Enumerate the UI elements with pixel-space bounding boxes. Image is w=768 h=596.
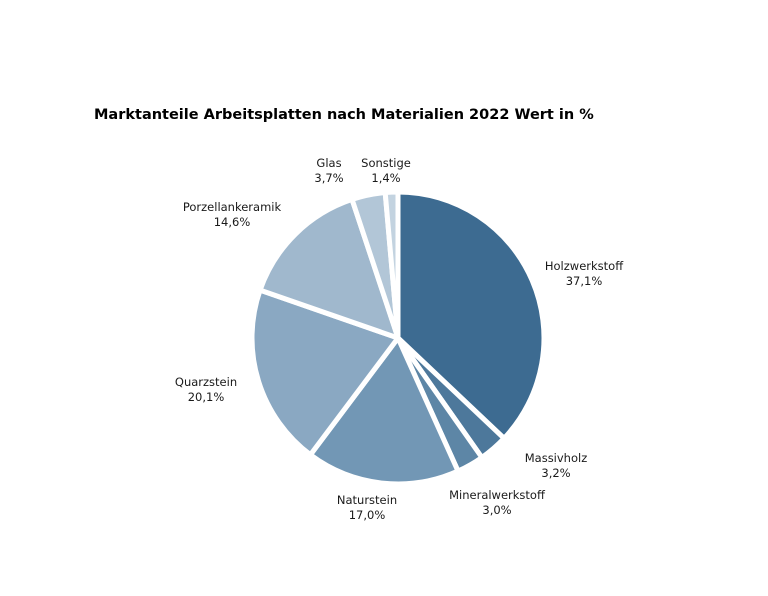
- slice-value-massivholz: 3,2%: [541, 466, 570, 480]
- slice-label-porzellankeramik: Porzellankeramik: [183, 200, 282, 214]
- slice-value-naturstein: 17,0%: [349, 508, 386, 522]
- pie-slice-sonstige: [382, 189, 401, 341]
- slice-value-mineralwerkstoff: 3,0%: [482, 503, 511, 517]
- slice-label-quarzstein: Quarzstein: [175, 375, 237, 389]
- pie-slice-naturstein: [307, 335, 461, 487]
- slice-value-sonstige: 1,4%: [371, 171, 400, 185]
- pie-slice-holzwerkstoff: [395, 189, 547, 441]
- slice-value-porzellankeramik: 14,6%: [214, 215, 251, 229]
- slice-label-massivholz: Massivholz: [525, 451, 588, 465]
- chart-title: Marktanteile Arbeitsplatten nach Materia…: [94, 107, 594, 123]
- slice-label-mineralwerkstoff: Mineralwerkstoff: [449, 488, 546, 502]
- slice-label-glas: Glas: [316, 156, 341, 170]
- slice-label-sonstige: Sonstige: [361, 156, 411, 170]
- slice-label-holzwerkstoff: Holzwerkstoff: [545, 259, 624, 273]
- slice-label-naturstein: Naturstein: [337, 493, 397, 507]
- slice-value-quarzstein: 20,1%: [188, 390, 225, 404]
- slice-value-glas: 3,7%: [314, 171, 343, 185]
- slice-value-holzwerkstoff: 37,1%: [566, 274, 603, 288]
- pie-slice-quarzstein: [249, 287, 401, 458]
